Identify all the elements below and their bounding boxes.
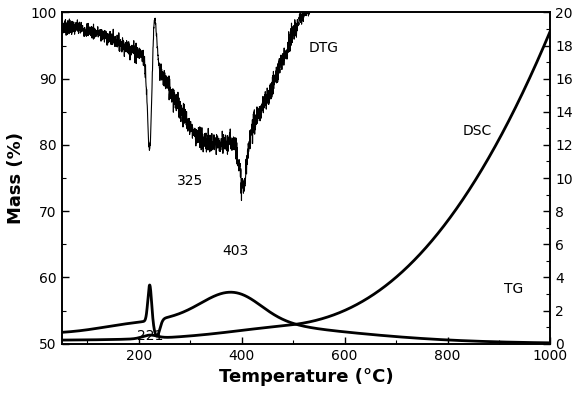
Text: 325: 325 xyxy=(177,174,204,188)
Y-axis label: Mass (%): Mass (%) xyxy=(7,132,25,224)
Text: DTG: DTG xyxy=(309,42,339,55)
Text: DSC: DSC xyxy=(463,124,492,138)
X-axis label: Temperature (°C): Temperature (°C) xyxy=(219,368,393,386)
Text: TG: TG xyxy=(504,282,523,296)
Text: 221: 221 xyxy=(136,329,163,343)
Text: 403: 403 xyxy=(223,244,249,257)
